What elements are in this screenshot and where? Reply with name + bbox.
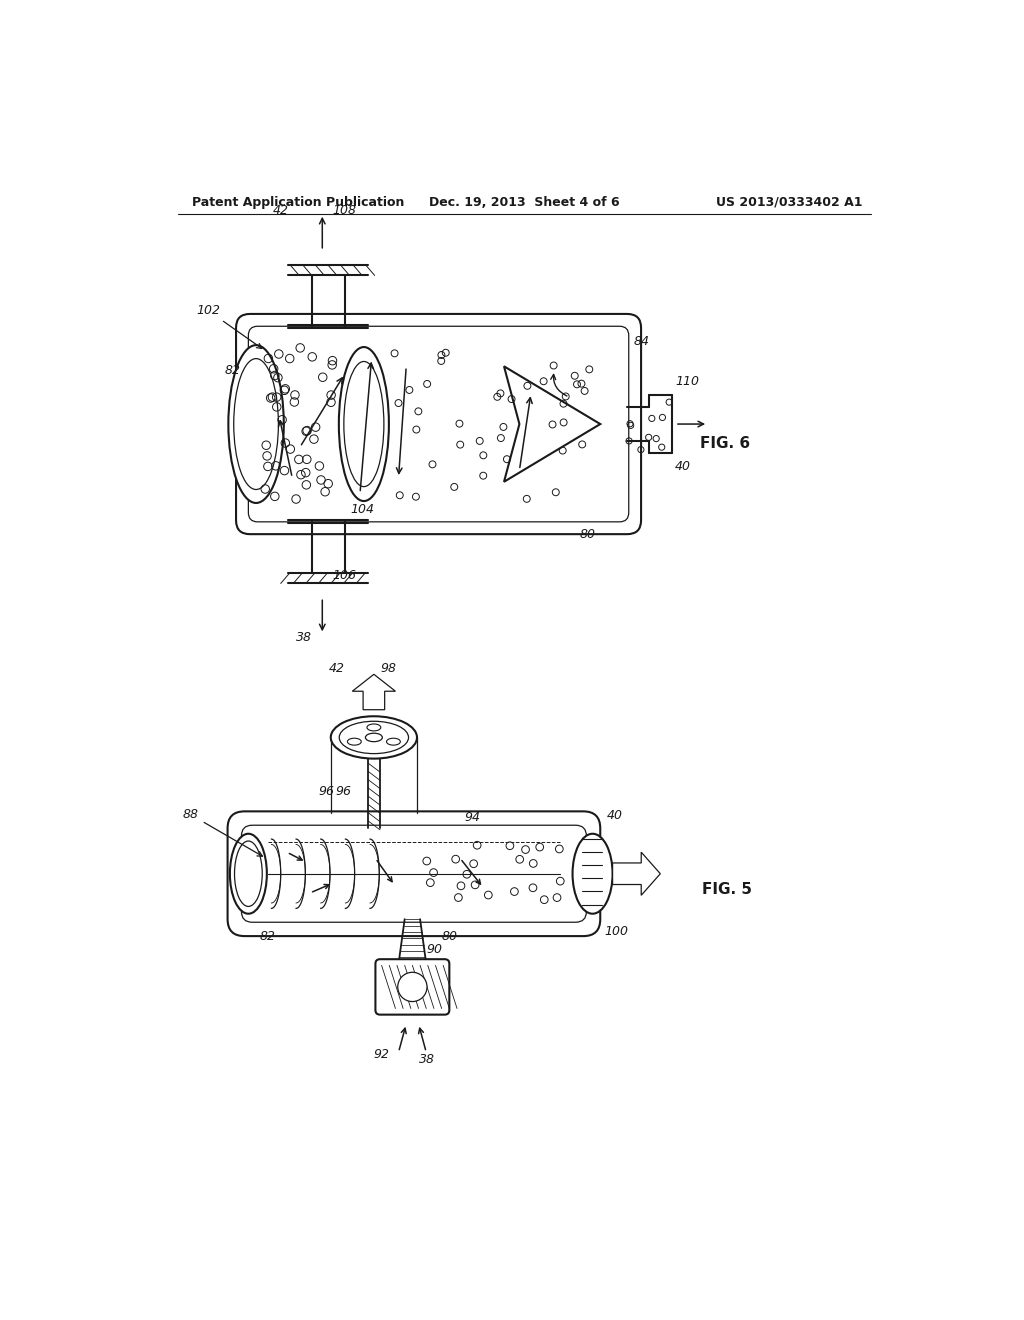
Text: 38: 38 <box>419 1053 434 1065</box>
Text: US 2013/0333402 A1: US 2013/0333402 A1 <box>716 195 862 209</box>
FancyBboxPatch shape <box>227 812 600 936</box>
Polygon shape <box>612 853 660 895</box>
Ellipse shape <box>347 738 361 744</box>
Text: 102: 102 <box>196 304 262 348</box>
Text: 90: 90 <box>426 944 442 957</box>
Text: Dec. 19, 2013  Sheet 4 of 6: Dec. 19, 2013 Sheet 4 of 6 <box>429 195 621 209</box>
Ellipse shape <box>230 834 267 913</box>
Ellipse shape <box>366 733 382 742</box>
Text: 82: 82 <box>260 929 275 942</box>
Text: 94: 94 <box>464 810 480 824</box>
Text: 96: 96 <box>336 785 351 797</box>
Text: 92: 92 <box>374 1048 390 1061</box>
FancyBboxPatch shape <box>237 314 641 535</box>
Ellipse shape <box>572 834 612 913</box>
Ellipse shape <box>339 347 389 502</box>
Text: 98: 98 <box>380 661 396 675</box>
Ellipse shape <box>228 345 284 503</box>
Text: 42: 42 <box>272 205 289 218</box>
Ellipse shape <box>331 717 417 759</box>
Polygon shape <box>352 675 395 710</box>
Text: 80: 80 <box>441 929 458 942</box>
Text: 84: 84 <box>634 335 649 348</box>
Text: 100: 100 <box>605 925 629 939</box>
Circle shape <box>397 973 427 1002</box>
Text: 40: 40 <box>606 809 623 822</box>
Text: 42: 42 <box>330 661 345 675</box>
Text: FIG. 6: FIG. 6 <box>700 436 751 451</box>
Text: 80: 80 <box>580 528 596 541</box>
FancyBboxPatch shape <box>376 960 450 1015</box>
Text: 110: 110 <box>675 375 699 388</box>
Polygon shape <box>504 367 600 482</box>
Text: 108: 108 <box>333 205 356 218</box>
Text: FIG. 5: FIG. 5 <box>701 882 752 898</box>
Text: 82: 82 <box>224 363 241 376</box>
Ellipse shape <box>367 723 381 731</box>
Text: 40: 40 <box>675 459 691 473</box>
Text: 106: 106 <box>333 569 356 582</box>
Text: 96: 96 <box>318 785 335 797</box>
Ellipse shape <box>386 738 400 744</box>
Text: Patent Application Publication: Patent Application Publication <box>193 195 404 209</box>
Text: 38: 38 <box>296 631 312 644</box>
Text: 104: 104 <box>350 503 374 516</box>
Text: 88: 88 <box>183 808 262 857</box>
